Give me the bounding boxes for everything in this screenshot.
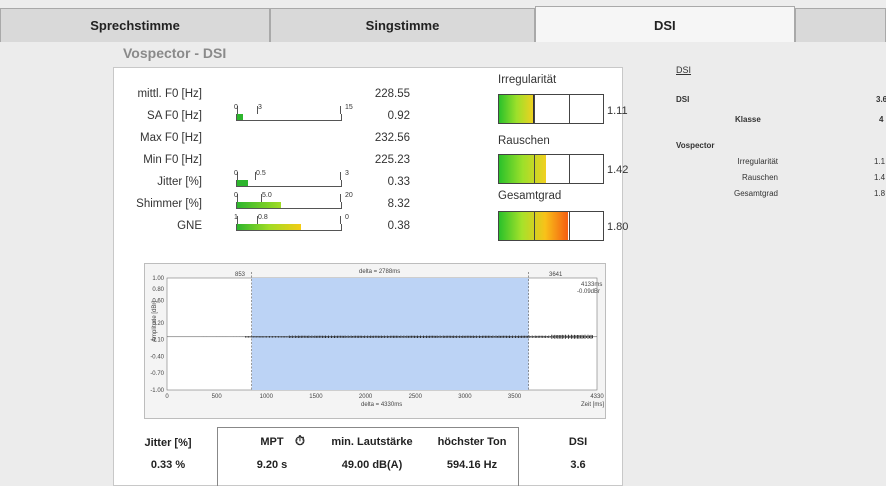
waveform-svg: delta = 2788ms 853 3641 4133ms -0.09dBr … — [150, 269, 604, 408]
y-tick-label: 0.80 — [152, 287, 164, 293]
rp-klasse-value: 4 — [879, 115, 884, 124]
param-value-minf0: 225.23 — [374, 154, 410, 166]
bottom-divider-1 — [217, 427, 218, 486]
param-label-gne: GNE — [177, 220, 202, 232]
bottom-header-mpt: MPT — [260, 436, 284, 448]
param-label-shimmer: Shimmer [%] — [136, 198, 202, 210]
bottom-header-lautstaerke: min. Lautstärke — [331, 436, 413, 448]
gauge-value-rauschen: 1.42 — [607, 164, 629, 176]
bottom-header-dsi: DSI — [568, 436, 588, 448]
delta-bottom-label: delta = 4330ms — [361, 402, 402, 408]
param-value-shimmer: 8.32 — [387, 198, 410, 210]
gauge-title-rauschen: Rauschen — [498, 135, 550, 147]
scale-saf0: 0 3 15 — [234, 104, 353, 121]
dsi-panel: Vospector - DSI mittl. F0 [Hz] 228.55 SA… — [0, 42, 886, 486]
scale-jitter: 0 0.5 3 — [234, 170, 349, 187]
tab-more[interactable] — [795, 8, 886, 42]
stopwatch-icon[interactable]: ⏱ — [294, 433, 306, 448]
bottom-value-lautstaerke: 49.00 dB(A) — [341, 459, 403, 471]
selection-region[interactable] — [251, 278, 529, 390]
delta-top-label: delta = 2788ms — [359, 269, 400, 275]
bottom-value-mpt: 9.20 s — [256, 459, 288, 471]
rp-vospector: Vospector — [676, 141, 715, 150]
bottom-divider-2 — [518, 427, 519, 486]
tab-dsi[interactable]: DSI — [535, 6, 795, 43]
x-tick-label: 3000 — [458, 394, 472, 400]
gauge-value-gesamtgrad: 1.80 — [607, 221, 629, 233]
gauge-gesamtgrad — [498, 211, 604, 241]
y-tick-label: -0.10 — [150, 338, 164, 344]
scale-gne: 1 0.8 0 — [234, 214, 349, 231]
bottom-value-ton: 594.16 Hz — [446, 459, 498, 471]
param-label-maxf0: Max F0 [Hz] — [140, 132, 202, 144]
y-axis-label: Amplitude [dBr] — [152, 301, 158, 342]
x-tick-label: 1500 — [309, 394, 323, 400]
rp-dsi-value: 3.6 — [876, 95, 886, 104]
x-tick-label: 4330 — [590, 394, 604, 400]
gauge-title-irregularitaet: Irregularität — [498, 74, 557, 86]
x-tick-label: 0 — [165, 394, 169, 400]
sel-end-label: 3641 — [549, 272, 563, 278]
rp-row-label-1: Rauschen — [741, 173, 778, 182]
gauge-title-gesamtgrad: Gesamtgrad — [498, 190, 562, 202]
param-label-jitter: Jitter [%] — [157, 176, 202, 188]
param-value-maxf0: 232.56 — [374, 132, 410, 144]
x-tick-label: 500 — [212, 394, 223, 400]
rp-klasse-label: Klasse — [735, 115, 761, 124]
bottom-header-jitter: Jitter [%] — [144, 437, 192, 449]
scale-shimmer: 0 5.0 20 — [234, 192, 353, 209]
x-tick-label: 2000 — [359, 394, 373, 400]
rp-row-label-0: Irregularität — [737, 157, 778, 166]
y-tick-label: 0.60 — [152, 298, 164, 304]
x-tick-label: 2500 — [409, 394, 423, 400]
param-label-f0mean: mittl. F0 [Hz] — [137, 88, 202, 100]
rp-row-value-2: 1.8 — [874, 189, 886, 198]
gauge-value-irregularitaet: 1.11 — [607, 105, 628, 117]
y-tick-label: -0.40 — [150, 354, 164, 360]
y-tick-label: -1.00 — [150, 388, 164, 394]
gauge-irregularitaet — [498, 94, 604, 124]
gauge-rauschen — [498, 154, 604, 184]
x-tick-label: 1000 — [260, 394, 274, 400]
tab-sprechstimme[interactable]: Sprechstimme — [0, 8, 270, 42]
rp-row-value-0: 1.1 — [874, 157, 886, 166]
waveform-trace — [167, 334, 597, 339]
y-axis-ticks: 1.00 0.80 0.60 0.20 -0.10 -0.40 -0.70 -1.00 — [150, 276, 164, 394]
dsi-link[interactable]: DSI — [676, 65, 692, 75]
cursor-time: 4133ms — [581, 282, 602, 288]
x-tick-label: 3500 — [508, 394, 522, 400]
bottom-value-jitter: 0.33 % — [150, 459, 186, 471]
vospector-box: mittl. F0 [Hz] 228.55 SA F0 [Hz] 0 3 15 … — [113, 67, 628, 486]
param-value-f0mean: 228.55 — [374, 88, 410, 100]
cursor-level: -0.09dBr — [577, 289, 600, 295]
x-axis-label: Zeit [ms] — [581, 402, 604, 408]
waveform-chart[interactable]: delta = 2788ms 853 3641 4133ms -0.09dBr … — [144, 263, 606, 419]
tab-singstimme[interactable]: Singstimme — [270, 8, 535, 42]
param-value-gne: 0.38 — [387, 220, 410, 232]
rp-row-label-2: Gesamtgrad — [733, 189, 778, 198]
bottom-value-dsi: 3.6 — [570, 459, 586, 471]
param-value-jitter: 0.33 — [387, 176, 410, 188]
x-axis-ticks: 0 500 1000 1500 2000 2500 3000 3500 4330 — [165, 394, 604, 400]
param-label-minf0: Min F0 [Hz] — [143, 154, 202, 166]
param-label-saf0: SA F0 [Hz] — [147, 110, 202, 122]
rp-dsi-label: DSI — [676, 95, 690, 104]
tab-bar: Sprechstimme Singstimme DSI — [0, 0, 886, 43]
panel-title: Vospector - DSI — [123, 45, 227, 61]
param-value-saf0: 0.92 — [387, 110, 410, 122]
y-tick-label: 1.00 — [152, 276, 164, 282]
sel-start-label: 853 — [235, 272, 246, 278]
y-tick-label: -0.70 — [150, 371, 164, 377]
rp-row-value-1: 1.4 — [874, 173, 886, 182]
bottom-header-ton: höchster Ton — [437, 436, 507, 448]
y-tick-label: 0.20 — [152, 321, 164, 327]
bottom-topline — [217, 427, 519, 428]
